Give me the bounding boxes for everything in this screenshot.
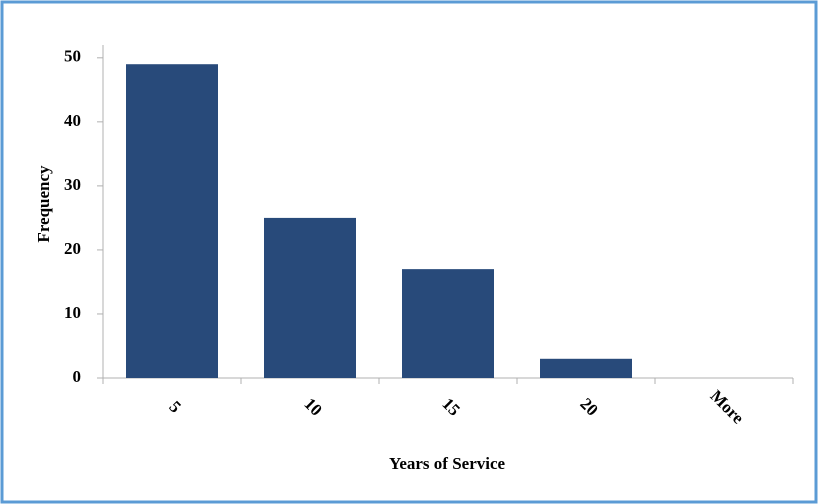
y-tick-label: 50 (64, 47, 81, 66)
y-tick-label: 0 (73, 367, 82, 386)
y-axis-label: Frequency (34, 165, 53, 243)
bar (126, 64, 218, 378)
y-tick-label: 40 (64, 111, 81, 130)
y-tick-label: 30 (64, 175, 81, 194)
y-tick-label: 20 (64, 239, 81, 258)
y-tick-label: 10 (64, 303, 81, 322)
bar (402, 269, 494, 378)
bar (264, 217, 356, 378)
bar (540, 358, 632, 378)
x-axis-label: Years of Service (389, 454, 506, 473)
